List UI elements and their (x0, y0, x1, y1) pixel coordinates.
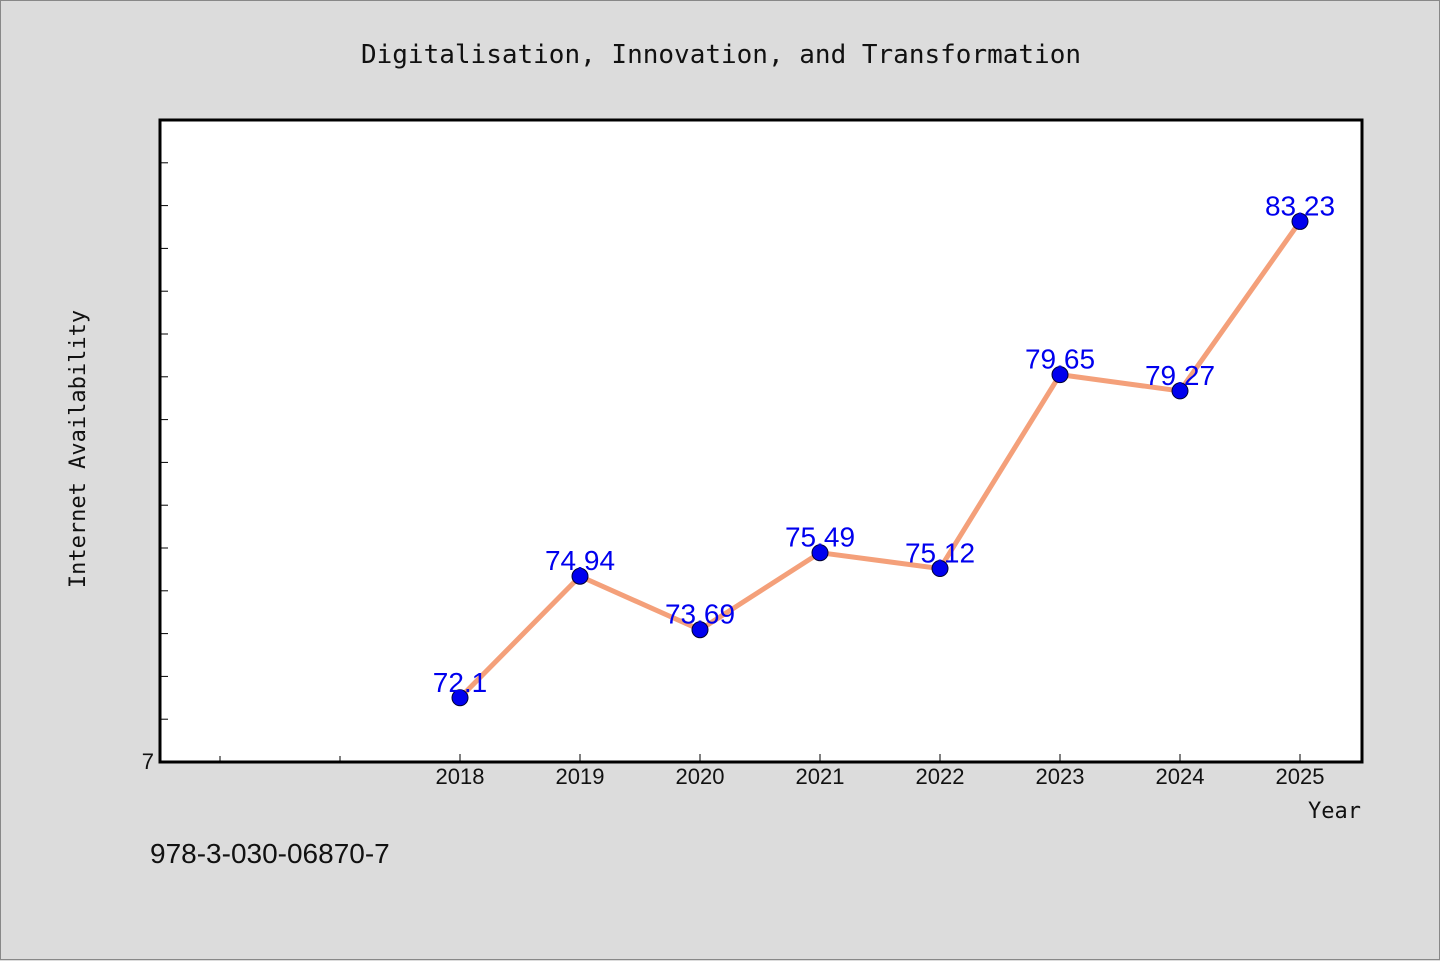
data-point-2023 (1051, 366, 1069, 384)
x-tick-label-2023: 2023 (1036, 764, 1085, 789)
data-label-2020: 73.69 (665, 599, 735, 630)
y-axis-label: Internet Availability (66, 310, 91, 588)
x-tick-label-2018: 2018 (436, 764, 485, 789)
x-tick-label-2024: 2024 (1156, 764, 1205, 789)
data-points (451, 212, 1309, 707)
x-tick-label-2019: 2019 (556, 764, 605, 789)
x-tick-label-2021: 2021 (796, 764, 845, 789)
y-tick-label-0: 7 (142, 749, 154, 774)
x-axis-ticks: 2018 2019 2020 2021 2022 2023 2024 2025 (219, 754, 1325, 789)
data-point-2019 (571, 567, 589, 585)
series-line-group (457, 218, 1303, 701)
plot-area (158, 118, 1364, 764)
data-point-2020 (691, 621, 709, 639)
footer-isbn: 978-3-030-06870-7 (150, 838, 390, 869)
series-line (457, 218, 1303, 701)
data-point-2025 (1291, 212, 1309, 230)
x-axis-label: Year (1308, 799, 1361, 824)
data-label-2023: 79.65 (1025, 344, 1095, 375)
chart-title: Digitalisation, Innovation, and Transfor… (361, 40, 1081, 70)
data-point-2024 (1171, 382, 1189, 400)
x-tick-label-2020: 2020 (676, 764, 725, 789)
y-axis-ticks: 7 (142, 162, 168, 774)
x-tick-label-2025: 2025 (1276, 764, 1325, 789)
data-labels: 72.1 74.94 73.69 75.49 75.12 79.65 79.27 83.23 (433, 190, 1335, 697)
data-label-2022: 75.12 (905, 538, 975, 569)
data-label-2021: 75.49 (785, 522, 855, 553)
data-point-2018 (451, 689, 469, 707)
data-label-2018: 72.1 (433, 667, 488, 698)
x-tick-label-2022: 2022 (916, 764, 965, 789)
data-point-2021 (811, 544, 829, 562)
data-point-2022 (931, 560, 949, 578)
data-label-2025: 83.23 (1265, 190, 1335, 221)
data-label-2019: 74.94 (545, 545, 615, 576)
data-label-2024: 79.27 (1145, 360, 1215, 391)
